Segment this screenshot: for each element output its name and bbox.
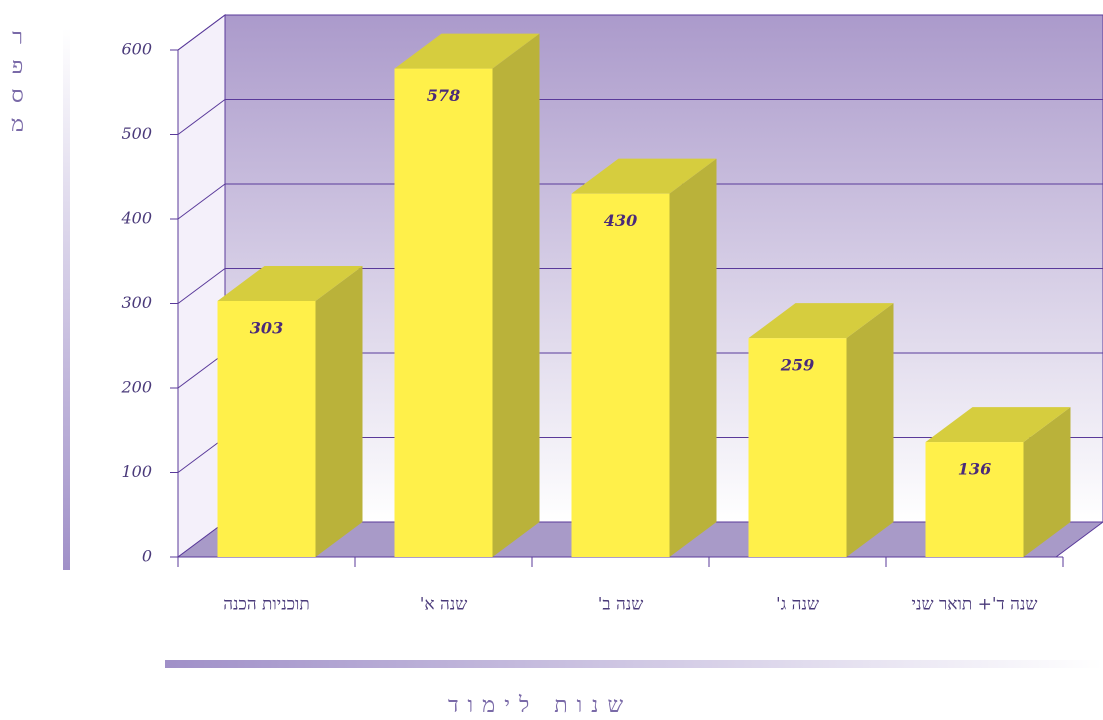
value-label: 430 [604,211,637,230]
bar-top [394,33,540,69]
bar [217,300,316,557]
y-tick-label: 0 [142,547,152,566]
bar-top [748,303,894,339]
bar [748,338,847,557]
grid-line [177,437,226,473]
grid-line [177,268,226,304]
y-tick-label: 300 [121,293,152,312]
bar-side [315,265,363,557]
bar-top [571,158,717,194]
y-tick-label: 400 [120,209,152,228]
bar [925,442,1024,557]
x-tick-label: שנה ד'+ תואר שני [912,595,1038,615]
y-tick-label: 600 [121,40,152,59]
decor-strip [165,660,1103,668]
x-tick-label: שנה א' [420,595,468,615]
grid-line [177,183,226,220]
value-label: 578 [427,86,460,105]
value-label: 259 [780,356,814,375]
grid-line [177,99,226,135]
bar-side [846,303,894,557]
grid-line [177,14,226,51]
y-tick-label: 100 [121,462,152,481]
bar [394,68,493,557]
bar-top [925,407,1071,443]
x-tick-label: שנה ג' [776,595,819,615]
bar-side [492,33,540,557]
bar-side [669,158,717,557]
bar-side [1023,407,1071,557]
y-tick-label: 500 [121,124,152,143]
x-tick-label: שנה ב' [598,595,644,615]
y-axis-label: מספר הסטודנטים [4,0,29,140]
value-label: 303 [250,318,283,337]
y-tick-label: 200 [120,378,152,397]
value-label: 136 [958,460,991,479]
decor-strip [63,28,70,570]
bar-top [217,265,363,301]
x-axis-label: שנות לימוד [448,693,632,718]
bar [571,193,670,557]
grid-line [177,352,226,389]
x-tick-label: תוכניות הכנה [223,595,310,615]
